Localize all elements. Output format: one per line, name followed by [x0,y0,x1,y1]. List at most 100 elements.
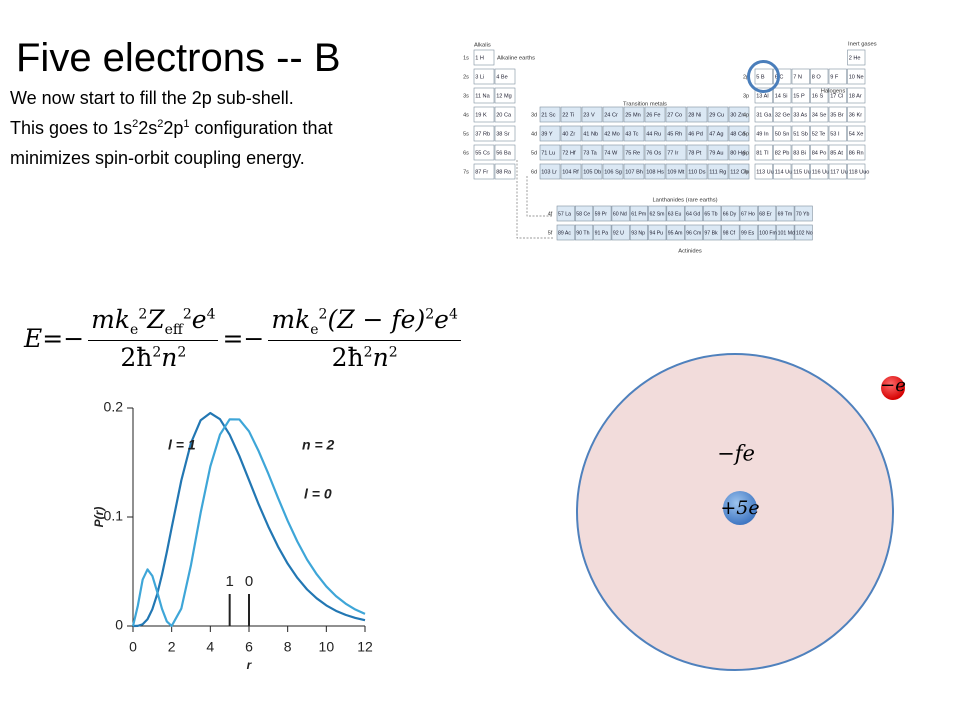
element-label: 54 Xe [849,131,864,137]
y-tick-label: 0.2 [104,399,124,415]
element-label: 83 Bi [793,150,806,156]
y-tick-label: 0 [115,617,123,633]
shell-label: 4s [463,112,469,118]
element-cell [754,125,773,142]
element-cell [739,224,758,241]
group-label: Alkalis [474,43,491,49]
element-label: 110 Ds [688,169,706,175]
shell-label: 3p [743,93,749,99]
text: configuration that [189,118,333,138]
element-label: 1 H [475,55,484,61]
element-cell [773,125,792,142]
eq-symbol: (Z − fe) [327,305,426,334]
shell-label: 7p [743,169,749,175]
numerator: mke2Zeff2e4 [88,305,219,341]
element-cell [593,205,612,222]
shell-label: 4f [548,211,553,217]
element-label: 57 La [558,211,571,217]
element-label: 73 Ta [583,150,597,156]
fraction: mke2Zeff2e4 2ħ2n2 [88,305,219,372]
element-cell [757,224,777,241]
element-label: 61 Pm [631,211,646,217]
x-tick-label: 0 [129,639,137,655]
element-cell [776,205,795,222]
group-label: Transition metals [623,102,667,108]
y-axis-label: P(r) [92,507,106,528]
element-cell [665,144,687,161]
element-label: 100 Fm [759,230,777,236]
element-cell [754,144,773,161]
element-label: 69 Tm [778,211,793,217]
element-cell [703,205,722,222]
element-cell [494,106,516,123]
group-label: Lanthanides (rare earths) [652,198,717,204]
element-cell [707,125,729,142]
element-cell [473,106,495,123]
element-cell [623,125,645,142]
x-tick-label: 6 [245,639,253,655]
shell-label: 3d [531,112,537,118]
eq-symbol: =− [222,324,265,353]
slide-title: Five electrons -- B [16,36,341,80]
element-label: 38 Sr [496,131,510,137]
element-cell [611,224,630,241]
shell-label: 6p [743,150,749,156]
element-cell [602,163,624,180]
shell-label: 6s [463,150,469,156]
y-tick-label: 0.1 [104,508,124,524]
element-cell [666,224,685,241]
element-cell [847,106,866,123]
eq-sup: 2 [363,344,373,361]
element-cell [776,224,795,241]
element-label: 60 Nd [613,211,627,217]
element-label: 28 Ni [688,112,701,118]
element-label: 40 Zr [562,131,575,137]
element-label: 114 Uuq [775,169,796,175]
eq-symbol: E [24,324,43,353]
marker-label: 0 [245,573,253,590]
element-cell [686,163,708,180]
element-cell [560,163,582,180]
element-label: 50 Sn [775,131,790,137]
element-cell [623,106,645,123]
element-cell [721,224,740,241]
shell-label: 4d [531,131,537,137]
element-label: 4 Be [496,74,508,80]
element-label: 96 Cm [686,230,701,236]
element-cell [494,87,516,104]
element-label: 42 Mo [604,131,620,137]
element-label: 99 Es [741,230,755,236]
eq-sup: 2 [182,306,192,323]
element-label: 33 As [793,112,807,118]
x-tick-label: 10 [319,639,335,655]
element-label: 35 Br [830,112,844,118]
element-cell [828,106,847,123]
eq-symbol: e [434,305,449,334]
element-label: 24 Cr [604,112,618,118]
element-cell [581,125,603,142]
element-cell [847,144,866,161]
element-cell [739,205,758,222]
element-label: 32 Ge [775,112,790,118]
group-label: Inert gases [848,42,877,48]
element-label: 15 P [793,93,805,99]
element-cell [473,49,495,66]
shell-label: 7s [463,169,469,175]
element-label: 49 In [756,131,768,137]
element-label: 16 S [812,93,824,99]
element-label: 64 Gd [686,211,700,217]
element-label: 86 Rn [849,150,864,156]
element-cell [473,144,495,161]
sup: 2 [157,118,164,130]
element-cell [644,106,666,123]
denominator: 2ħ2n2 [332,341,398,372]
series-label: l = 0 [304,486,332,502]
element-cell [810,163,829,180]
element-cell [539,144,561,161]
element-cell [686,125,708,142]
element-cell [773,87,792,104]
eq-sub: e [310,322,319,338]
eq-symbol: 2ħ [331,343,364,372]
element-cell [721,205,740,222]
element-label: 7 N [793,74,802,80]
